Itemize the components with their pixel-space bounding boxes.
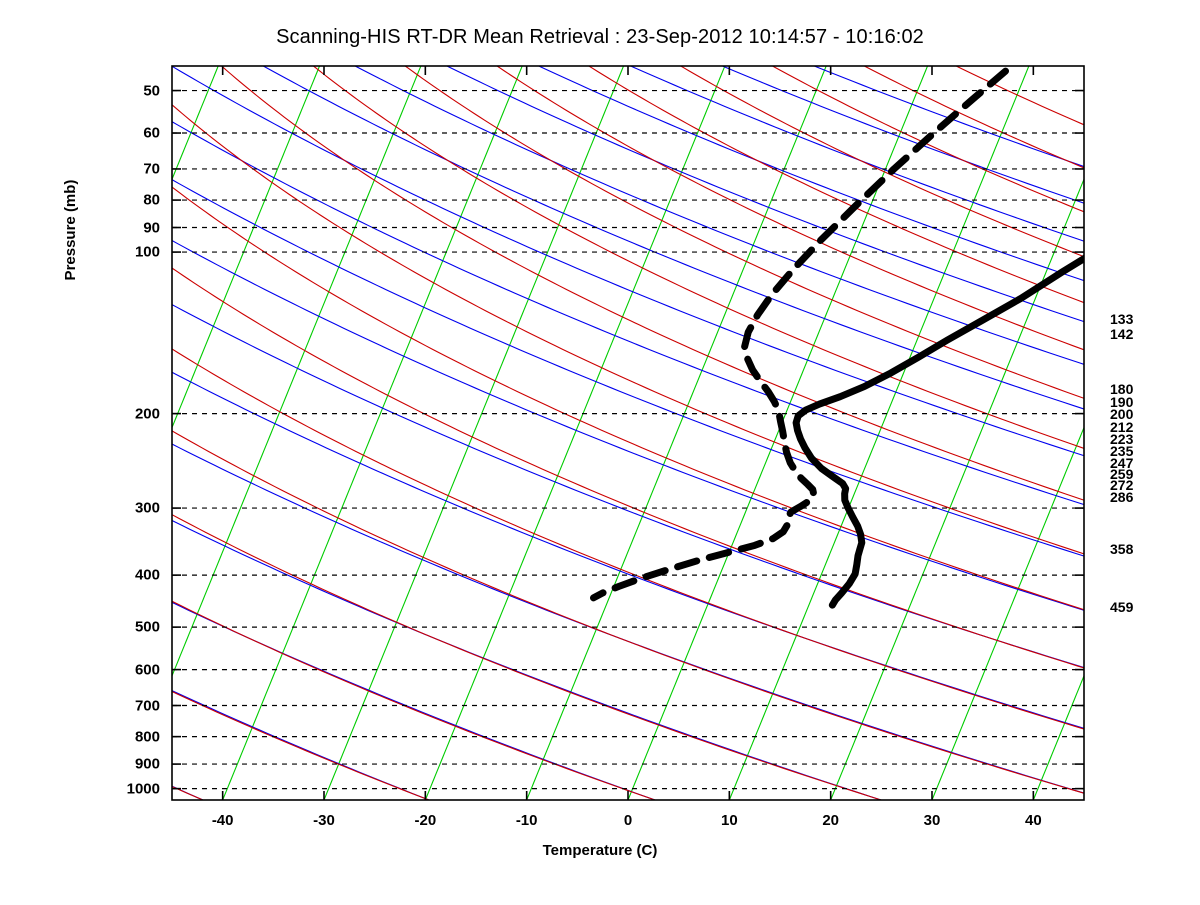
y-axis-tick: 90 — [143, 219, 160, 237]
retrieval-level: 212 — [1110, 419, 1134, 436]
retrieval-level: 223 — [1110, 430, 1134, 447]
x-axis-tick: 40 — [1024, 812, 1042, 829]
y-axis-tick: 200 — [134, 405, 160, 423]
y-axis-tick: 60 — [143, 124, 160, 142]
retrieval-level: 272 — [1110, 477, 1134, 494]
retrieval-level: 180 — [1110, 381, 1134, 398]
retrieval-level: 247 — [1110, 454, 1134, 471]
retrieval-level: 235 — [1110, 443, 1134, 460]
y-axis-tick: 70 — [143, 160, 160, 178]
retrieval-level: 200 — [1110, 405, 1134, 422]
x-axis-tick: -30 — [313, 812, 335, 829]
x-axis-tick: -10 — [515, 812, 538, 829]
x-axis-tick: 10 — [720, 812, 738, 829]
x-axis-tick: 30 — [923, 812, 941, 829]
retrieval-level: 142 — [1110, 325, 1134, 342]
x-axis-title: Temperature (C) — [542, 842, 658, 859]
retrieval-level: 459 — [1110, 599, 1134, 616]
retrieval-level: 133 — [1110, 310, 1134, 327]
retrieval-level: 286 — [1110, 488, 1134, 505]
x-axis-tick: 0 — [623, 812, 633, 829]
x-axis-tick: 20 — [822, 812, 839, 829]
y-axis-tick: 800 — [134, 728, 160, 746]
x-axis-tick: -20 — [414, 812, 437, 829]
y-axis-tick: 50 — [143, 82, 160, 100]
y-axis-tick: 600 — [134, 661, 160, 679]
retrieval-level: 190 — [1110, 393, 1134, 410]
y-axis-tick: 100 — [134, 243, 160, 261]
y-axis-tick: 300 — [134, 499, 160, 517]
y-axis-tick: 900 — [134, 755, 160, 773]
y-axis-tick: 700 — [134, 697, 160, 715]
y-axis-tick: 1000 — [126, 780, 160, 798]
retrieval-level: 358 — [1110, 541, 1134, 558]
x-axis-tick: -40 — [211, 812, 234, 829]
y-axis-tick: 80 — [143, 191, 160, 209]
page-title: Scanning-HIS RT-DR Mean Retrieval : 23-S… — [276, 26, 924, 48]
y-axis-tick: 400 — [134, 566, 160, 584]
y-axis-tick: 500 — [134, 618, 160, 636]
retrieval-level: 259 — [1110, 465, 1134, 482]
